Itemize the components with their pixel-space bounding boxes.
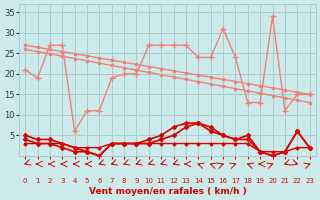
X-axis label: Vent moyen/en rafales ( km/h ): Vent moyen/en rafales ( km/h ) <box>89 187 246 196</box>
